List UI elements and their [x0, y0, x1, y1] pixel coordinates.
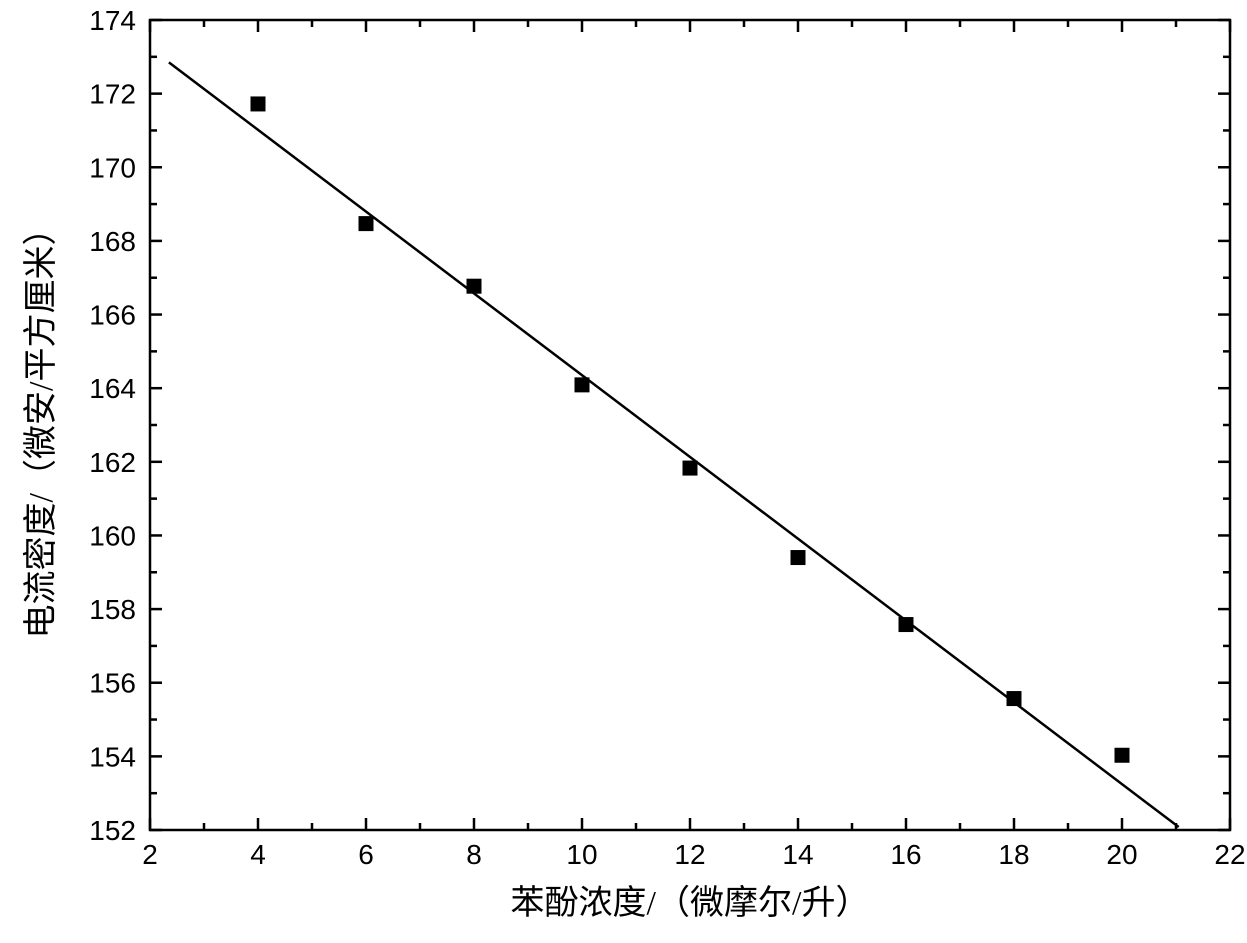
y-tick-label: 156 [89, 668, 136, 699]
scatter-chart: 2 4 6 8 10 12 14 16 18 20 22 152 154 156 158 160 162 164 1… [0, 0, 1247, 943]
data-point [575, 378, 589, 392]
x-tick-label: 2 [142, 839, 158, 870]
y-tick-label: 172 [89, 79, 136, 110]
x-tick-label: 22 [1214, 839, 1245, 870]
data-point [683, 461, 697, 475]
x-tick-label: 12 [674, 839, 705, 870]
data-point [1115, 748, 1129, 762]
y-tick-label: 162 [89, 447, 136, 478]
x-tick-label: 10 [566, 839, 597, 870]
x-tick-label: 6 [358, 839, 374, 870]
chart-container: 2 4 6 8 10 12 14 16 18 20 22 152 154 156 158 160 162 164 1… [0, 0, 1247, 943]
data-point [359, 217, 373, 231]
x-axis-label: 苯酚浓度/（微摩尔/升） [511, 884, 870, 922]
x-tick-label: 4 [250, 839, 266, 870]
y-tick-label: 154 [89, 741, 136, 772]
data-point [251, 97, 265, 111]
x-tick-label: 14 [782, 839, 813, 870]
y-tick-label: 174 [89, 5, 136, 36]
y-tick-label: 168 [89, 226, 136, 257]
x-tick-label: 8 [466, 839, 482, 870]
data-point [899, 618, 913, 632]
data-point [791, 551, 805, 565]
x-tick-label: 18 [998, 839, 1029, 870]
data-point [467, 279, 481, 293]
data-point [1007, 692, 1021, 706]
y-tick-label: 164 [89, 373, 136, 404]
y-tick-label: 170 [89, 152, 136, 183]
x-tick-label: 16 [890, 839, 921, 870]
x-tick-label: 20 [1106, 839, 1137, 870]
y-tick-label: 152 [89, 815, 136, 846]
y-tick-label: 158 [89, 594, 136, 625]
y-tick-label: 166 [89, 300, 136, 331]
y-axis-label: 电流密度/（微安/平方厘米） [22, 212, 60, 639]
y-tick-label: 160 [89, 520, 136, 551]
